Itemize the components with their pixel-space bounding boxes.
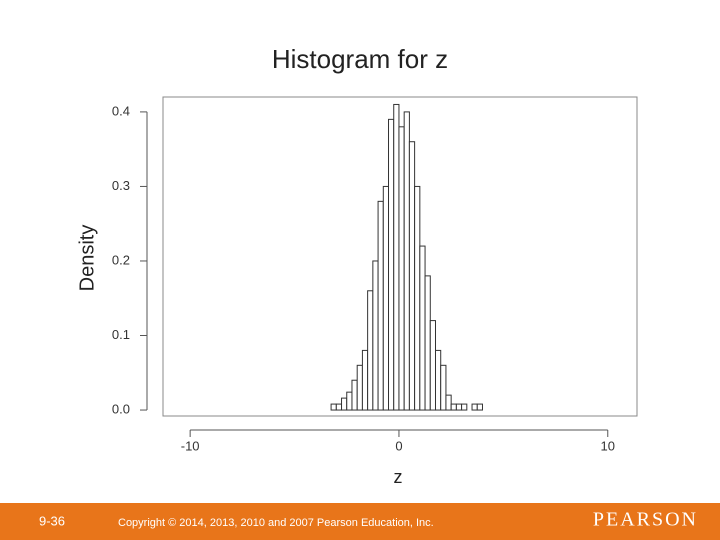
bar [388,118,395,411]
bar [346,391,353,411]
slide-number: 9-36 [39,513,65,528]
x-tick-label: 0 [395,438,402,453]
bar [330,403,337,411]
bar [455,403,463,411]
bar [450,403,457,411]
bar [414,185,421,411]
brand: PEARSON [593,509,698,531]
y-tick-label: 0.2 [112,252,130,267]
copyright: Copyright © 2014, 2013, 2010 and 2007 Pe… [118,517,434,529]
bar [398,126,405,411]
footer-bar [0,503,720,540]
bar [445,394,452,411]
bar [476,403,483,411]
x-tick-label: -10 [181,438,200,453]
y-axis-label: Density [76,225,98,292]
bar [403,111,410,411]
y-tick-label: 0.3 [112,178,130,193]
x-axis-label: z [394,467,403,487]
bar [440,364,447,411]
bar [372,260,379,411]
bar [429,320,436,411]
bar [382,185,390,411]
bar [393,103,400,411]
bar [461,403,468,411]
bar [419,245,426,411]
bar [351,379,358,411]
bar [434,349,442,411]
bar [356,364,363,411]
bar [408,141,416,411]
bar [361,349,369,411]
bar [367,290,374,411]
bar [377,200,384,411]
chart-title: Histogram for z [272,44,448,74]
y-tick-label: 0.4 [112,103,130,118]
bar [335,403,343,411]
y-tick-label: 0.0 [112,401,130,416]
bar [471,403,478,411]
x-tick-label: 10 [601,438,615,453]
plot-frame [162,96,638,417]
y-tick-label: 0.1 [112,327,130,342]
bar [424,275,431,411]
bar [341,397,348,411]
